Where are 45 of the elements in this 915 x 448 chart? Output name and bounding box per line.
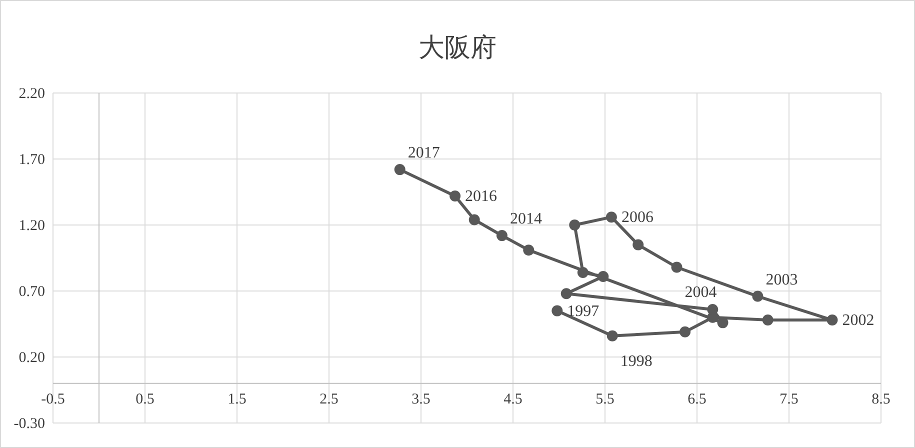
annotation: 2017: [408, 144, 440, 162]
point: [569, 220, 580, 230]
y-tick-label: -0.30: [14, 416, 45, 432]
y-tick-label: 2.20: [18, 86, 45, 102]
x-tick-label: 3.5: [412, 391, 430, 408]
x-tick-label: 6.5: [688, 391, 706, 408]
point: [598, 270, 609, 282]
x-tick-label: 8.5: [872, 391, 890, 408]
x-tick-label: 1.5: [228, 391, 246, 408]
y-tick-label: 0.20: [18, 350, 45, 366]
point: [450, 190, 461, 202]
annotation: 2002: [842, 312, 874, 330]
x-tick-label: 0.5: [136, 391, 154, 408]
annotation: 2014: [510, 210, 542, 228]
point: [762, 314, 774, 326]
point: [577, 267, 588, 278]
point: [606, 330, 618, 342]
x-tick-label: 5.5: [596, 391, 614, 408]
point: [523, 244, 534, 256]
point: [752, 290, 764, 302]
annotation: 2016: [465, 188, 498, 205]
point: [560, 288, 572, 300]
point: [826, 314, 838, 326]
point: [632, 239, 644, 250]
point: [552, 305, 563, 316]
y-tick-label: 0.70: [18, 284, 45, 300]
annotation: 1998: [620, 352, 652, 370]
x-tick-label: -0.5: [41, 391, 65, 408]
x-tick-label: 4.5: [504, 391, 522, 408]
point: [671, 262, 682, 273]
annotation: 2004: [684, 284, 717, 302]
x-tick-label: 7.5: [780, 391, 798, 408]
point: [606, 212, 617, 223]
y-tick-label: 1.70: [18, 152, 45, 168]
point: [496, 230, 508, 242]
annotation: 1997: [567, 302, 600, 320]
annotation: 2006: [621, 209, 654, 226]
point: [394, 164, 406, 176]
annotation: 2003: [766, 271, 798, 288]
point: [707, 304, 718, 315]
point: [468, 214, 480, 226]
y-tick-label: 1.20: [18, 218, 45, 234]
point: [680, 326, 691, 338]
x-tick-label: 2.5: [320, 391, 338, 408]
chart-title: 大阪府: [418, 33, 496, 62]
